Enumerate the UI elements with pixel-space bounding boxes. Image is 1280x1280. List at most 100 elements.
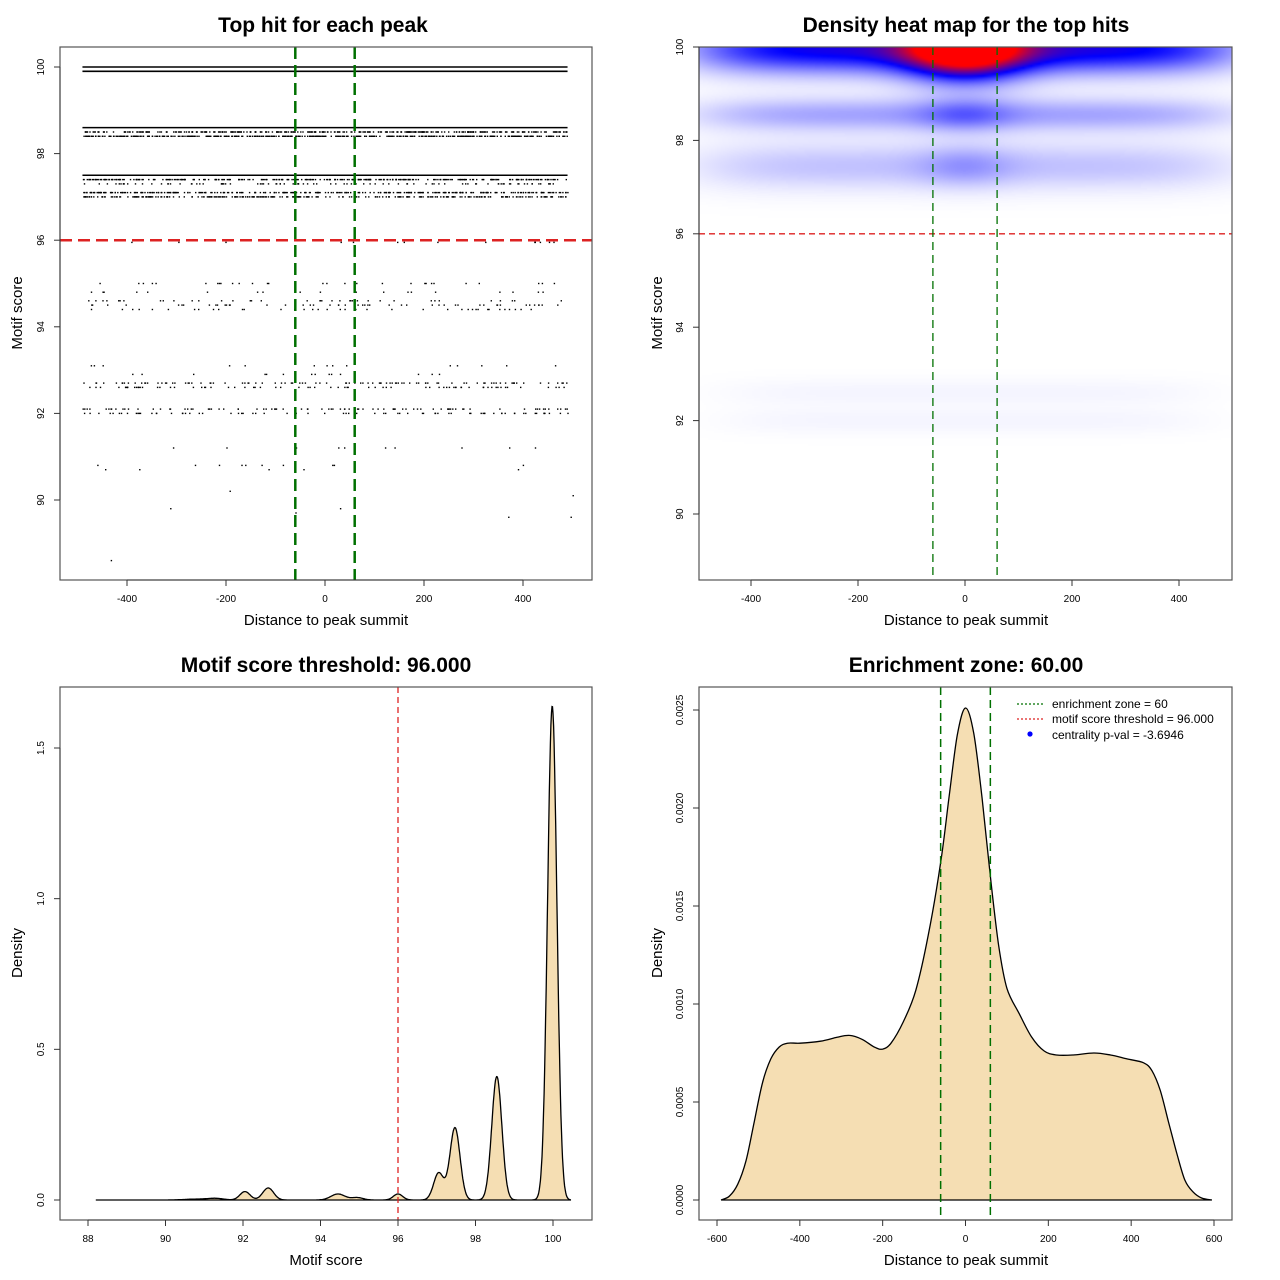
scatter-point: [384, 191, 386, 194]
scatter-point: [344, 308, 346, 311]
scatter-point: [207, 135, 209, 137]
scatter-point: [218, 131, 220, 133]
scatter-point: [194, 464, 197, 467]
scatter-point: [372, 382, 374, 384]
scatter-point: [356, 196, 358, 198]
scatter-point: [490, 191, 492, 194]
scatter-point: [550, 191, 552, 194]
scatter-point: [218, 135, 220, 137]
heatmap-panel: Density heat map for the top hits -400 -2…: [649, 14, 1233, 629]
scatter-point: [547, 191, 550, 194]
scatter-point: [160, 131, 163, 133]
scatter-point: [360, 131, 362, 133]
scatter-point: [291, 131, 293, 133]
scatter-point: [84, 408, 86, 410]
scatter-point: [218, 464, 221, 467]
scatter-point: [356, 135, 358, 137]
scatter-point: [518, 183, 520, 185]
scatter-point: [259, 196, 261, 198]
scatter-point: [550, 178, 552, 181]
scatter-point: [438, 386, 440, 389]
scatter-point: [185, 131, 188, 133]
scatter-point: [114, 196, 116, 198]
scatter-point: [351, 300, 354, 302]
scatter-point: [483, 382, 485, 384]
scatter-point: [438, 304, 440, 306]
scatter-point: [162, 135, 165, 137]
scatter-point: [425, 183, 427, 185]
scatter-point: [403, 178, 405, 181]
scatter-point: [145, 196, 147, 198]
scatter-point: [151, 183, 153, 185]
scatter-point: [397, 183, 400, 185]
scatter-point: [111, 191, 114, 194]
scatter-point: [566, 382, 568, 384]
scatter-point: [430, 135, 432, 137]
scatter-point: [148, 178, 150, 181]
scatter-point: [346, 191, 348, 194]
scatter-point: [278, 191, 280, 194]
scatter-point: [99, 135, 101, 137]
scatter-point: [175, 178, 177, 181]
scatter-point: [428, 196, 430, 198]
scatter-point: [353, 135, 355, 137]
heatmap-x-tick-label: 400: [1171, 594, 1188, 605]
scatter-point: [144, 382, 147, 384]
scatter-point: [188, 131, 190, 133]
scatter-point: [368, 131, 371, 133]
scatter-point: [105, 191, 107, 194]
scatter-point: [91, 304, 93, 306]
scatter-point: [127, 408, 130, 410]
scatter-point: [94, 178, 96, 181]
scatter-point: [190, 135, 193, 137]
scatter-point: [181, 304, 183, 306]
scatter-point: [405, 178, 407, 181]
scatter-point: [284, 191, 286, 194]
scatter-point: [412, 178, 415, 181]
scatter-point: [437, 191, 440, 194]
scatter-point: [490, 178, 492, 181]
scatter-point: [222, 191, 225, 194]
scatter-point: [319, 300, 322, 302]
distance-density-y-tick-label: 0.0010: [675, 988, 686, 1019]
scatter-point: [504, 131, 507, 133]
scatter-point: [397, 196, 399, 198]
scatter-point: [500, 183, 502, 185]
scatter-point: [312, 308, 314, 311]
scatter-point: [330, 386, 332, 389]
scatter-point: [138, 308, 140, 311]
scatter-point: [462, 131, 464, 133]
scatter-point: [189, 191, 191, 194]
scatter-point: [354, 131, 356, 133]
scatter-point: [184, 408, 186, 410]
scatter-point: [309, 178, 311, 181]
scatter-point: [281, 196, 283, 198]
scatter-point: [410, 131, 412, 133]
scatter-point: [303, 469, 305, 471]
scatter-point: [562, 135, 564, 137]
scatter-point: [499, 408, 501, 410]
distance-density-panel: Enrichment zone: 60.00 -600 -400 -200 0 200 4…: [649, 654, 1233, 1269]
scatter-point: [142, 282, 145, 285]
scatter-point: [191, 131, 194, 133]
scatter-point: [357, 408, 360, 410]
scatter-point: [187, 135, 190, 137]
scatter-point: [470, 191, 472, 194]
scatter-point: [510, 191, 513, 194]
legend-enrichment-zone-label: enrichment zone = 60: [1052, 697, 1168, 711]
scatter-point: [147, 196, 149, 198]
scatter-point: [417, 178, 420, 181]
scatter-point: [102, 131, 105, 133]
scatter-point: [529, 196, 531, 198]
scatter-point: [238, 178, 241, 181]
scatter-point: [340, 178, 343, 181]
scatter-point: [312, 135, 314, 137]
scatter-point: [432, 408, 434, 410]
scatter-point: [453, 196, 455, 198]
scatter-point: [448, 131, 450, 133]
scatter-point: [228, 365, 231, 367]
scatter-point: [304, 191, 306, 194]
scatter-point: [468, 131, 471, 133]
scatter-point: [183, 131, 186, 133]
scatter-point: [514, 308, 517, 311]
